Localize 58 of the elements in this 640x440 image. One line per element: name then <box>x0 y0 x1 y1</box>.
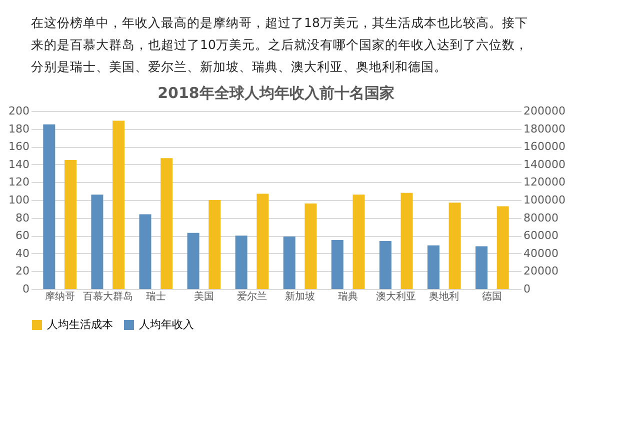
bar <box>43 124 56 289</box>
x-tick-label: 瑞士 <box>146 290 166 302</box>
bar <box>235 236 248 289</box>
bar <box>187 232 200 289</box>
y-tick-label: 80 <box>16 211 30 224</box>
bar <box>139 214 152 289</box>
y-tick-label: 100 <box>8 194 30 206</box>
y-tick-label: 140 <box>8 158 30 171</box>
bar <box>496 206 509 289</box>
chart-title: 2018年全球人均年收入前十名国家 <box>158 84 394 102</box>
x-tick-label: 奥地利 <box>429 290 460 302</box>
bar <box>331 240 344 289</box>
bar <box>91 194 104 289</box>
legend-label: 人均生活成本 <box>47 318 113 331</box>
text: 来的是百慕大群岛，也超过了10万美元。之后就没有哪个国家的年收入达到了六位数， <box>31 37 528 52</box>
y2-tick-label: 160000 <box>524 140 566 154</box>
x-tick-label: 摩纳哥 <box>44 290 75 302</box>
x-tick-label: 美国 <box>194 290 214 302</box>
y-tick-label: 60 <box>16 229 30 242</box>
y2-tick-label: 20000 <box>524 264 558 278</box>
y2-tick-label: 140000 <box>524 158 566 171</box>
bar <box>256 194 269 289</box>
x-tick-label: 爱尔兰 <box>236 290 267 302</box>
bar <box>448 202 461 289</box>
x-tick-label: 瑞典 <box>338 290 358 302</box>
y-tick-label: 160 <box>8 140 30 154</box>
bar <box>304 204 317 289</box>
x-tick-label: 德国 <box>482 292 502 302</box>
y-tick-label: 180 <box>8 122 30 136</box>
x-tick-label: 新加坡 <box>285 290 316 302</box>
y2-tick-label: 200000 <box>524 104 566 118</box>
bar <box>352 194 365 289</box>
bar <box>160 158 173 289</box>
bar <box>427 245 440 289</box>
y2-tick-label: 180000 <box>524 122 566 136</box>
y2-tick-label: 60000 <box>524 229 558 242</box>
x-tick-label: 澳大利亚 <box>376 290 416 302</box>
y2-tick-label: 100000 <box>524 194 566 206</box>
y2-tick-label: 40000 <box>524 246 558 260</box>
bar <box>64 160 76 289</box>
bar <box>208 200 221 289</box>
bar <box>283 236 296 289</box>
y2-tick-label: 120000 <box>524 176 566 189</box>
y2-tick-label: 0 <box>524 282 530 296</box>
bar <box>400 192 413 289</box>
text: 分别是瑞士、美国、爱尔兰、新加坡、瑞典、澳大利亚、奥地利和德国。 <box>31 59 447 74</box>
legend-label: 人均年收入 <box>139 318 194 331</box>
bar <box>476 246 488 289</box>
bar <box>112 120 125 289</box>
text: 在这份榜单中，年收入最高的是摩纳哥，超过了18万美元，其生活成本也比较高。接下 <box>31 15 528 30</box>
y2-tick-label: 80000 <box>524 211 558 224</box>
y-tick-label: 120 <box>8 176 30 189</box>
y-tick-label: 20 <box>16 264 30 278</box>
y-tick-label: 200 <box>8 104 30 118</box>
bar <box>379 240 392 289</box>
y-tick-label: 0 <box>22 282 30 296</box>
x-tick-label: 百慕大群岛 <box>82 290 133 302</box>
y-tick-label: 40 <box>16 246 30 260</box>
